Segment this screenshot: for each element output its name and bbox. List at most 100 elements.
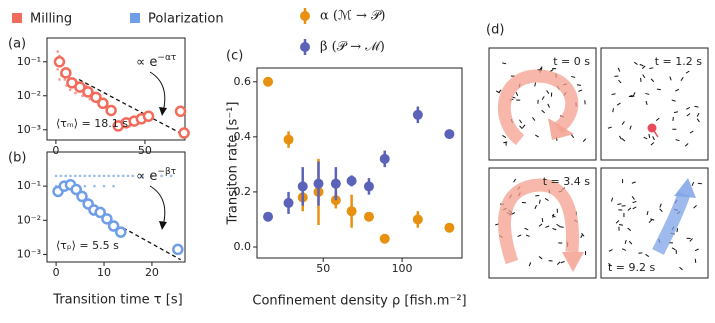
data-point xyxy=(363,181,374,192)
annotation-arrow xyxy=(149,71,166,113)
fish xyxy=(694,105,699,108)
data-point xyxy=(53,56,66,68)
x-axis-label: Transition time τ [s] xyxy=(52,293,182,308)
arrow xyxy=(498,69,579,146)
fish xyxy=(612,108,615,113)
fish xyxy=(685,70,690,74)
dot xyxy=(83,174,87,178)
panel-label: (b) xyxy=(8,151,26,166)
dot xyxy=(150,174,154,178)
arrow xyxy=(652,191,691,255)
fish xyxy=(495,90,500,94)
fish xyxy=(519,125,523,130)
dot xyxy=(93,184,96,188)
panel-label: (c) xyxy=(226,49,243,64)
arrowhead xyxy=(562,252,584,272)
frame-time: t = 3.4 s xyxy=(543,175,591,188)
data-point xyxy=(412,214,423,225)
dot xyxy=(83,184,87,188)
fish xyxy=(675,88,680,92)
axes-frame xyxy=(256,67,463,259)
data-point xyxy=(142,110,155,122)
fish xyxy=(524,227,529,231)
fish xyxy=(669,76,672,81)
data-point xyxy=(379,233,390,244)
dot xyxy=(97,174,101,178)
data-point xyxy=(283,134,294,145)
fit-line xyxy=(122,227,182,261)
fish xyxy=(696,118,700,123)
dot xyxy=(56,68,59,71)
fish xyxy=(673,111,678,114)
arrowhead xyxy=(674,178,696,198)
data-point xyxy=(172,243,184,256)
fish xyxy=(576,84,582,86)
x-tick-label: 0 xyxy=(53,266,60,279)
fish xyxy=(631,181,636,184)
legend-marker xyxy=(300,11,310,21)
fish xyxy=(578,89,583,92)
arrow xyxy=(498,178,580,265)
panel-label: (d) xyxy=(486,23,504,38)
fish xyxy=(556,261,561,265)
y-tick-label: 10⁻³ xyxy=(17,247,41,260)
fish xyxy=(621,248,627,251)
fish xyxy=(650,218,655,221)
dot xyxy=(58,78,61,81)
fish xyxy=(571,76,576,78)
fish xyxy=(689,238,693,242)
data-point xyxy=(379,153,390,164)
data-point xyxy=(313,178,324,189)
fish xyxy=(649,67,654,69)
fish xyxy=(693,205,697,209)
dot xyxy=(74,91,77,95)
fish xyxy=(618,79,622,84)
dot xyxy=(112,174,115,178)
fish xyxy=(615,220,620,224)
legend-label: β (𝒫 → ℳ) xyxy=(320,40,385,55)
legend-label: Polarization xyxy=(148,12,224,27)
dot xyxy=(102,174,106,178)
fish xyxy=(538,256,543,260)
fish xyxy=(515,91,519,97)
dot xyxy=(131,174,135,178)
dot xyxy=(73,174,77,178)
fish xyxy=(632,92,636,97)
fish xyxy=(608,263,612,267)
fish xyxy=(552,227,557,231)
fish xyxy=(686,106,691,110)
mean-label: ⟨τₚ⟩ = 5.5 s xyxy=(56,239,119,252)
annotation: ∝ e−ατ xyxy=(136,53,176,70)
fish xyxy=(545,225,550,228)
x-tick-label: 10 xyxy=(97,266,111,279)
fish xyxy=(650,78,655,83)
fish xyxy=(608,249,613,252)
arrow xyxy=(651,127,659,138)
fish xyxy=(521,201,526,204)
fish xyxy=(659,208,663,213)
data-point xyxy=(115,226,127,238)
fish xyxy=(607,126,612,129)
legend-swatch xyxy=(12,13,22,23)
data-point xyxy=(178,127,190,139)
dot xyxy=(59,174,63,178)
dot xyxy=(112,184,115,188)
fish xyxy=(547,103,550,108)
fish xyxy=(544,198,549,201)
fish xyxy=(522,124,526,129)
fish xyxy=(696,112,700,117)
dot xyxy=(107,174,111,178)
fish xyxy=(676,228,679,233)
fish xyxy=(538,223,543,227)
data-point xyxy=(263,76,274,87)
fish xyxy=(528,262,532,267)
fish xyxy=(671,99,676,102)
annotation-exponent: −βτ xyxy=(157,167,176,177)
fish xyxy=(621,121,625,125)
data-point xyxy=(101,213,113,225)
fish xyxy=(633,61,638,65)
data-point xyxy=(94,206,106,219)
data-point xyxy=(74,81,86,93)
fish xyxy=(652,136,655,141)
